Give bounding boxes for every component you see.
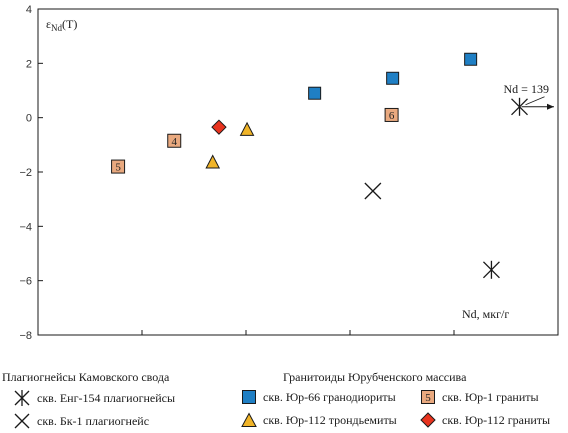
annotation-arrowhead <box>547 103 554 110</box>
square-point <box>308 86 322 100</box>
x-point <box>364 182 382 200</box>
asterisk-marker-icon <box>14 390 30 406</box>
annotation-text: Nd = 139 <box>504 82 549 96</box>
square-point <box>464 52 478 66</box>
annotation-leader <box>525 96 545 106</box>
y-axis-label: εNd(T) <box>46 17 77 33</box>
y-tick-label: −6 <box>19 276 32 288</box>
numbered-square-marker-icon: 5 <box>421 390 435 404</box>
x-tick-label: 30 <box>344 342 356 343</box>
legend-item-bk1: скв. Бк-1 плагиогнейс <box>13 412 149 430</box>
legend-title-right: Гранитоиды Юрубченского массива <box>283 370 467 384</box>
numbered-square-point: 4 <box>167 133 182 148</box>
legend-title-left: Плагиогнейсы Камовского свода <box>2 370 170 384</box>
legend-label: скв. Юр-1 граниты <box>442 389 539 404</box>
legend-item-yur112-trond: скв. Юр-112 трондьемиты <box>241 412 397 428</box>
legend-item-eng154: скв. Енг-154 плагиогнейсы <box>13 389 175 407</box>
legend-label: скв. Юр-112 трондьемиты <box>263 412 397 427</box>
x-tick-label: 40 <box>448 342 460 343</box>
legend-item-yur66: скв. Юр-66 гранодиориты <box>241 389 396 405</box>
legend-label: скв. Юр-66 гранодиориты <box>263 389 396 404</box>
x-tick-label: 10 <box>136 342 148 343</box>
red-diamond-marker-icon <box>420 412 436 428</box>
triangle-point <box>239 121 255 136</box>
legend-item-yur112-gran: скв. Юр-112 граниты <box>420 412 550 428</box>
legend-label: скв. Енг-154 плагиогнейсы <box>37 390 176 405</box>
x-axis-ticks: 0 10 20 30 40 50 <box>35 330 564 343</box>
triangle-point <box>205 154 221 169</box>
x-axis-label: Nd, мкг/г <box>462 307 509 321</box>
y-tick-label: 0 <box>26 113 32 125</box>
diamond-point <box>211 119 227 135</box>
legend-label: скв. Юр-112 граниты <box>442 412 551 427</box>
asterisk-point <box>482 260 500 279</box>
y-axis-ticks: 4 2 0 −2 −4 −6 −8 <box>19 4 43 342</box>
numbered-square-point: 6 <box>384 107 399 122</box>
legend-item-yur1: 5 скв. Юр-1 граниты <box>420 389 539 405</box>
yellow-triangle-marker-icon <box>241 412 257 427</box>
y-tick-label: −2 <box>19 167 32 179</box>
scatter-chart: 01020304050 420−2−4−6−8 εNd(T) Nd, мкг/г… <box>19 4 564 343</box>
x-tick-label: 50 <box>552 342 564 343</box>
y-tick-label: 4 <box>26 4 32 16</box>
x-marker-icon <box>14 413 30 429</box>
legend-marker-text: 5 <box>425 392 431 404</box>
data-points: 5 4 6 <box>111 52 528 279</box>
x-tick-label: 0 <box>35 342 41 343</box>
legend-label: скв. Бк-1 плагиогнейс <box>37 413 150 428</box>
point-number-label: 4 <box>171 136 177 148</box>
point-number-label: 5 <box>115 162 121 174</box>
asterisk-point <box>511 97 528 116</box>
numbered-square-point: 5 <box>111 159 126 174</box>
square-point <box>386 71 400 85</box>
y-tick-label: −4 <box>19 221 32 233</box>
blue-square-marker-icon <box>242 390 256 404</box>
x-tick-label: 20 <box>240 342 252 343</box>
point-number-label: 6 <box>389 110 395 122</box>
y-tick-label: 2 <box>26 58 32 70</box>
annotation-nd-139: Nd = 139 <box>504 82 554 110</box>
y-tick-label: −8 <box>19 330 32 342</box>
